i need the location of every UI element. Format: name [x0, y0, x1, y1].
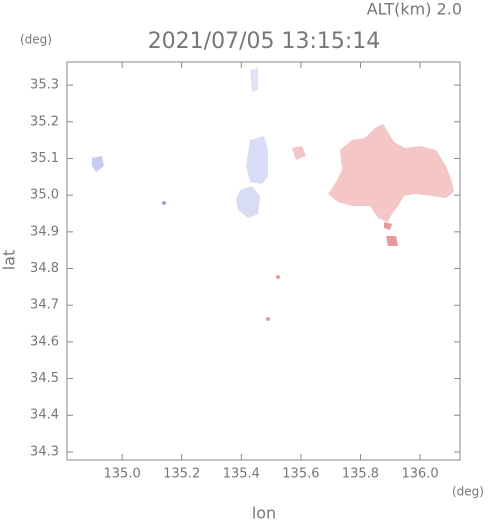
y-tick-label: 34.6 — [30, 334, 59, 349]
y-tick-label: 34.4 — [30, 408, 59, 423]
x-tick-label: 135.2 — [163, 467, 200, 482]
annotation: ALT(km) 2.0 — [367, 0, 462, 19]
y-tick-label: 34.7 — [30, 298, 59, 313]
y-tick-label: 34.9 — [30, 224, 59, 239]
y-tick-label: 34.3 — [30, 444, 59, 459]
x-tick-label: 135.0 — [104, 467, 141, 482]
echo-blue — [250, 68, 258, 92]
y-tick-label: 35.2 — [30, 114, 59, 129]
y-tick-label: 35.3 — [30, 78, 59, 93]
echoes — [92, 68, 454, 321]
x-tick-label: 135.6 — [282, 467, 319, 482]
x-tick-label: 135.4 — [223, 467, 260, 482]
y-tick-label: 34.5 — [30, 371, 59, 386]
y-tick-label: 35.1 — [30, 151, 59, 166]
y-axis-label: lat — [0, 250, 19, 271]
plot-frame — [66, 61, 461, 461]
y-tick-label: 35.0 — [30, 188, 59, 203]
x-tick-label: 136.0 — [401, 467, 438, 482]
echo-blue — [246, 136, 268, 184]
echo-red — [276, 275, 280, 279]
echo-blue — [92, 156, 104, 172]
echo-red — [328, 124, 454, 222]
x-unit: (deg) — [452, 485, 484, 499]
y-unit: (deg) — [20, 33, 52, 47]
x-axis-label: lon — [252, 504, 276, 521]
x-tick-label: 135.8 — [342, 467, 379, 482]
chart-title: 2021/07/05 13:15:14 — [148, 29, 381, 54]
y-tick-label: 34.8 — [30, 261, 59, 276]
echo-blue — [236, 186, 260, 218]
echo-red — [266, 317, 270, 321]
echo-blue — [162, 201, 166, 205]
echo-red — [384, 222, 398, 246]
echo-red — [292, 146, 306, 160]
